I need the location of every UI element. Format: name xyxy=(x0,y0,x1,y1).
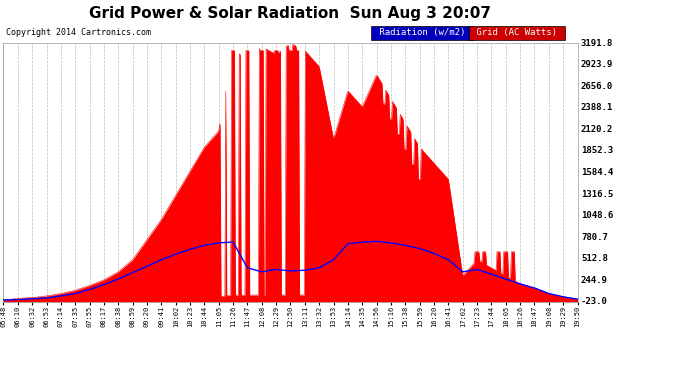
Text: 512.8: 512.8 xyxy=(581,254,608,263)
Text: 2388.1: 2388.1 xyxy=(581,104,613,112)
Text: -23.0: -23.0 xyxy=(581,297,608,306)
Text: Copyright 2014 Cartronics.com: Copyright 2014 Cartronics.com xyxy=(6,28,150,37)
Text: 1852.3: 1852.3 xyxy=(581,147,613,156)
Text: 780.7: 780.7 xyxy=(581,232,608,242)
Text: 1048.6: 1048.6 xyxy=(581,211,613,220)
Text: Radiation (w/m2): Radiation (w/m2) xyxy=(374,28,471,37)
Text: 244.9: 244.9 xyxy=(581,276,608,285)
Text: 1584.4: 1584.4 xyxy=(581,168,613,177)
Text: Grid Power & Solar Radiation  Sun Aug 3 20:07: Grid Power & Solar Radiation Sun Aug 3 2… xyxy=(89,6,491,21)
Text: 2656.0: 2656.0 xyxy=(581,82,613,91)
Text: 2120.2: 2120.2 xyxy=(581,125,613,134)
Text: 2923.9: 2923.9 xyxy=(581,60,613,69)
Text: 3191.8: 3191.8 xyxy=(581,39,613,48)
Text: Grid (AC Watts): Grid (AC Watts) xyxy=(471,28,563,37)
Text: 1316.5: 1316.5 xyxy=(581,190,613,199)
